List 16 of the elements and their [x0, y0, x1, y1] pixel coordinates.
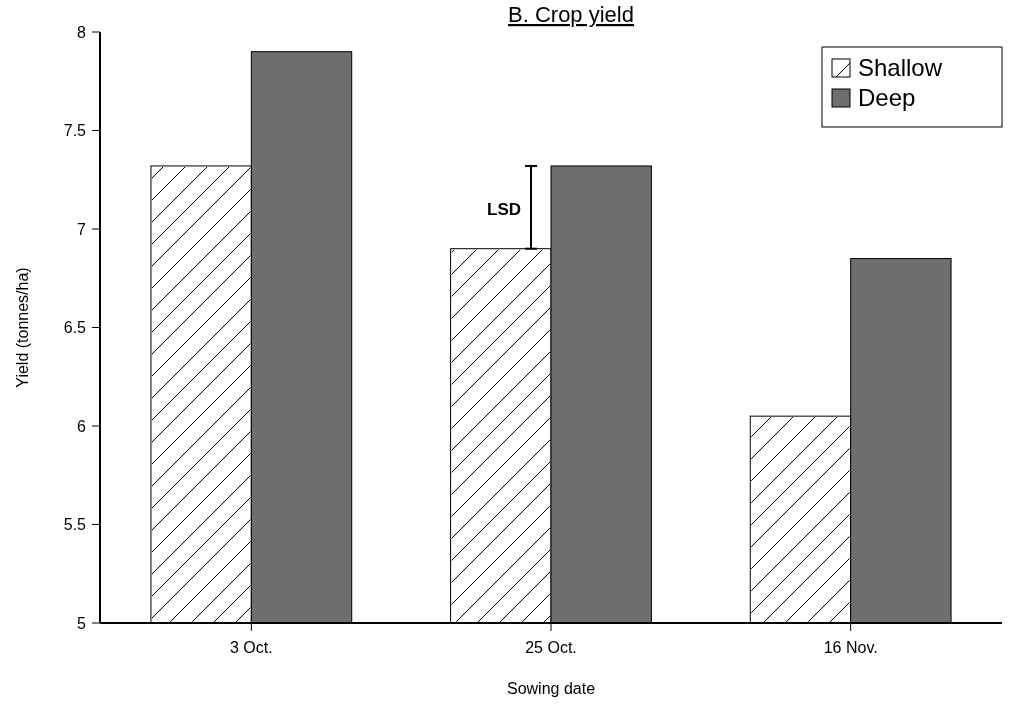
- x-tick-label: 25 Oct.: [525, 639, 577, 656]
- x-tick-label: 16 Nov.: [823, 639, 878, 656]
- y-tick-label: 6: [77, 417, 87, 435]
- x-tick-label: 3 Oct.: [229, 639, 273, 656]
- y-tick-label: 5.5: [63, 516, 87, 534]
- y-tick-label: 5: [77, 614, 87, 632]
- x-axis-title: Sowing date: [506, 680, 596, 697]
- y-tick-label: 8: [77, 23, 87, 41]
- chart-title: B. Crop yield: [508, 2, 634, 27]
- annotation: LSD: [487, 200, 521, 220]
- y-axis-title: Yield (tonnes/ha): [14, 267, 31, 388]
- legend-label: Shallow: [858, 54, 943, 82]
- legend-label: Deep: [858, 84, 916, 112]
- y-tick-label: 7: [77, 220, 87, 238]
- y-tick-label: 7.5: [63, 122, 87, 140]
- y-tick-label: 6.5: [63, 319, 87, 337]
